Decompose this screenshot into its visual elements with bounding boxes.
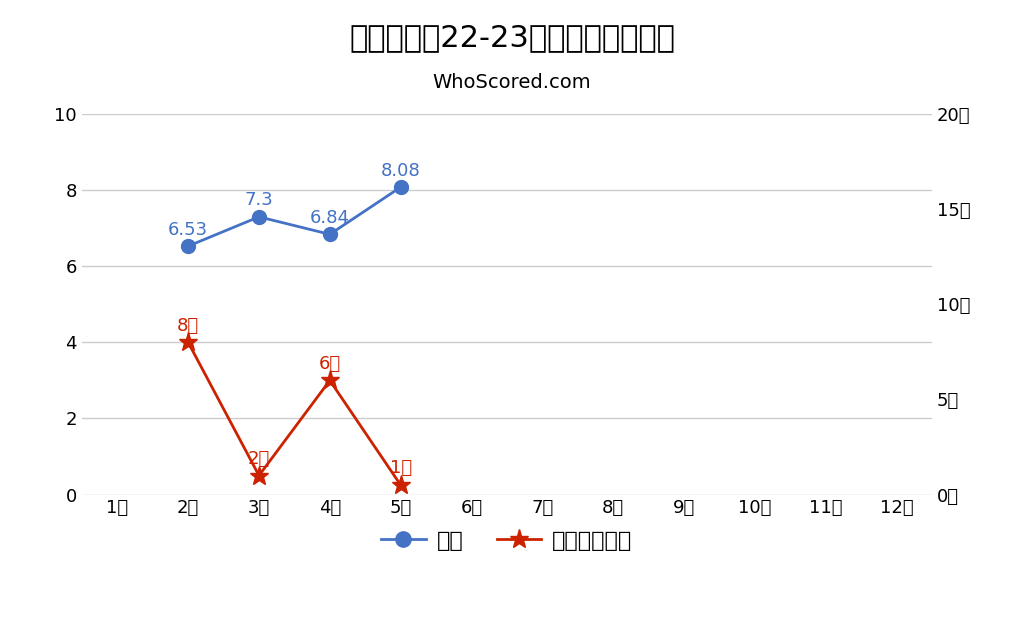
Text: 鎌田大地・22-23シーズン採点推移: 鎌田大地・22-23シーズン採点推移 [349, 23, 675, 53]
採点 [253, 213, 265, 221]
採点 [324, 231, 336, 238]
Text: 8位: 8位 [177, 317, 200, 335]
採点 [394, 183, 407, 191]
チーム内順位 [394, 481, 407, 489]
チーム内順位 [182, 339, 195, 346]
Text: 6.53: 6.53 [168, 221, 208, 238]
Text: 8.08: 8.08 [381, 162, 421, 179]
Text: WhoScored.com: WhoScored.com [433, 73, 591, 92]
Text: 2位: 2位 [248, 450, 270, 468]
Line: チーム内順位: チーム内順位 [178, 333, 411, 495]
チーム内順位 [324, 377, 336, 384]
採点 [182, 242, 195, 250]
Text: 7.3: 7.3 [245, 191, 273, 209]
Line: 採点: 採点 [181, 180, 408, 253]
Text: 1位: 1位 [389, 460, 412, 477]
Text: 6位: 6位 [318, 355, 341, 373]
チーム内順位 [253, 472, 265, 479]
Text: 6.84: 6.84 [310, 209, 350, 227]
Legend: 採点, チーム内順位: 採点, チーム内順位 [373, 522, 641, 559]
